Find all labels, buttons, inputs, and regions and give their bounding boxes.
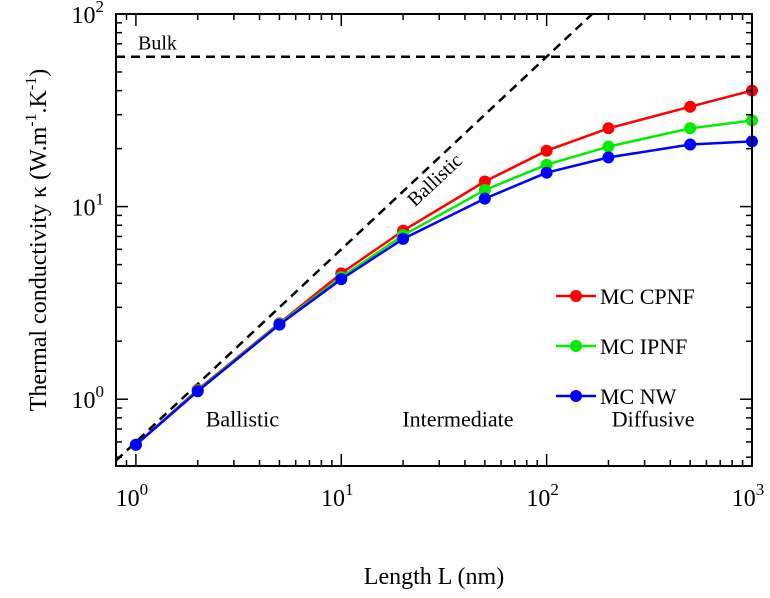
y-tick-base: 10	[72, 388, 96, 414]
y-tick-exponent: 2	[96, 0, 105, 16]
x-tick-label: 100	[116, 480, 149, 512]
y-axis-label: Thermal conductivity κ (W.m-1.K-1)	[23, 69, 52, 411]
mc-nw-data-point	[335, 273, 348, 286]
mc-cpnf-data-point	[602, 122, 615, 135]
mc-nw-data-point	[397, 232, 410, 245]
y-tick-label: 102	[72, 0, 105, 29]
x-tick-base: 10	[116, 486, 140, 512]
y-tick-label: 100	[72, 382, 105, 414]
region-label-intermediate: Intermediate	[402, 407, 513, 432]
y-tick-base: 10	[72, 196, 96, 222]
mc-nw-data-point	[540, 166, 553, 179]
mc-ipnf-data-point	[684, 122, 697, 135]
y-tick-exponent: 1	[96, 190, 105, 209]
x-tick-base: 10	[732, 486, 756, 512]
y-tick-base: 10	[72, 3, 96, 29]
mc-nw-data-point	[191, 385, 204, 398]
x-tick-base: 10	[526, 486, 550, 512]
ballistic-reference-line	[116, 14, 595, 462]
x-tick-exponent: 3	[756, 480, 765, 499]
plot-frame	[115, 13, 753, 467]
y-axis-label-exp2: -1	[23, 77, 40, 90]
legend-marker-mc-ipnf	[570, 340, 582, 352]
y-axis-label-end: )	[26, 69, 52, 77]
mc-nw-series-line	[135, 140, 753, 446]
legend-label-mc-cpnf: MC CPNF	[600, 284, 695, 309]
y-tick-label: 101	[72, 190, 105, 222]
mc-ipnf-data-point	[602, 140, 615, 153]
y-axis-label-mid: .K	[26, 89, 52, 113]
legend-marker-mc-nw	[570, 390, 582, 402]
mc-nw-data-point	[602, 151, 615, 164]
mc-nw-data-point	[273, 318, 286, 331]
x-tick-base: 10	[321, 486, 345, 512]
region-label-diffusive: Diffusive	[612, 407, 695, 432]
mc-cpnf-data-point	[684, 100, 697, 113]
mc-cpnf-data-point	[478, 175, 491, 188]
y-axis-label-exp1: -1	[23, 113, 40, 126]
mc-cpnf-data-point	[540, 144, 553, 157]
mc-nw-data-point	[684, 138, 697, 151]
legend-label-mc-ipnf: MC IPNF	[600, 334, 687, 359]
x-tick-label: 101	[321, 480, 354, 512]
legend: MC CPNF MC IPNF MC NW	[556, 284, 695, 409]
y-tick-exponent: 0	[96, 382, 105, 401]
x-tick-exponent: 1	[345, 480, 354, 499]
x-axis-label: Length L (nm)	[364, 564, 504, 590]
x-tick-label: 102	[526, 480, 559, 512]
mc-ipnf-data-point	[478, 183, 491, 196]
y-axis-label-main: Thermal conductivity κ (W.m	[26, 126, 52, 411]
mc-nw-data-point	[478, 192, 491, 205]
x-tick-exponent: 0	[140, 480, 149, 499]
plot-area	[116, 14, 752, 466]
legend-label-mc-nw: MC NW	[600, 384, 677, 409]
x-tick-exponent: 2	[550, 480, 559, 499]
mc-nw-data-point	[129, 438, 142, 451]
x-tick-label: 103	[732, 480, 765, 512]
region-label-ballistic: Ballistic	[206, 407, 280, 432]
legend-marker-mc-cpnf	[570, 290, 582, 302]
bulk-label: Bulk	[138, 33, 177, 55]
